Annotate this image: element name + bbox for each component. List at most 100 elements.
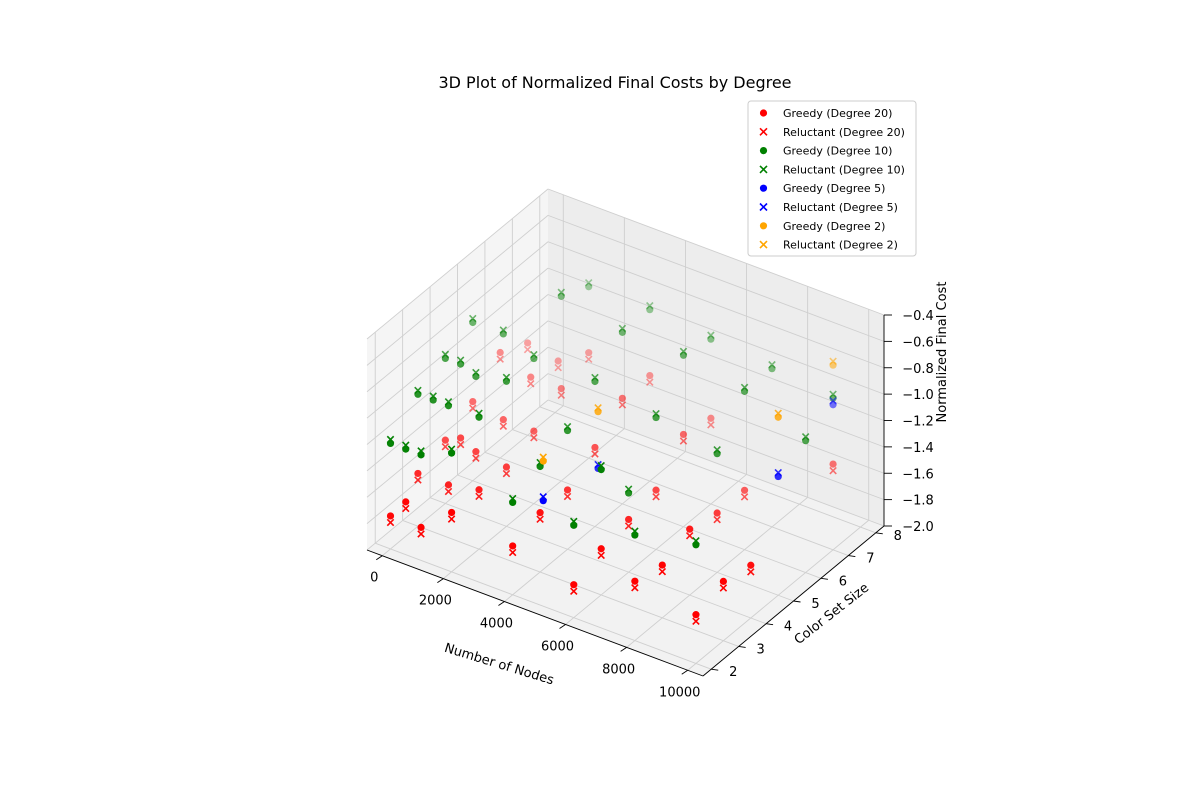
greedy-degree-20-point bbox=[740, 486, 749, 494]
greedy-degree-10-point bbox=[707, 335, 715, 343]
greedy-degree-10-point bbox=[557, 292, 565, 300]
greedy-degree-20-point bbox=[499, 416, 507, 424]
z-grid-back bbox=[547, 399, 885, 527]
y-tick bbox=[848, 555, 856, 557]
z-tick-label: −0.8 bbox=[902, 362, 934, 377]
greedy-degree-20-point bbox=[475, 486, 483, 494]
reluctant-degree-10-point bbox=[563, 422, 572, 431]
greedy-degree-20-point bbox=[527, 373, 535, 381]
legend-label-reluctant-degree-10: Reluctant (Degree 10) bbox=[783, 163, 905, 176]
greedy-degree-20-point bbox=[536, 509, 544, 517]
reluctant-degree-2-point bbox=[774, 409, 782, 418]
legend-marker-reluctant-degree-10 bbox=[759, 165, 768, 174]
reluctant-degree-2-point bbox=[539, 453, 547, 461]
reluctant-degree-10-point bbox=[713, 445, 721, 454]
greedy-degree-20-point bbox=[414, 469, 422, 478]
y-tick-label: 4 bbox=[784, 620, 792, 635]
reluctant-degree-20-point bbox=[441, 442, 450, 451]
legend-label-greedy-degree-2: Greedy (Degree 2) bbox=[783, 220, 885, 233]
data-points bbox=[386, 279, 837, 626]
x-tick bbox=[559, 624, 566, 629]
x-tick-label: 4000 bbox=[480, 617, 513, 632]
y-grid-floor bbox=[375, 542, 712, 670]
reluctant-degree-20-point bbox=[679, 437, 688, 445]
x-axis-line bbox=[366, 549, 704, 677]
chart-title: 3D Plot of Normalized Final Costs by Deg… bbox=[438, 73, 791, 92]
reluctant-degree-10-point bbox=[618, 324, 627, 333]
x-tick bbox=[498, 601, 505, 606]
y-tick bbox=[820, 577, 828, 580]
reluctant-degree-5-point bbox=[829, 397, 837, 405]
reluctant-degree-20-point bbox=[740, 493, 749, 501]
legend: Greedy (Degree 20) Reluctant (Degree 20) G… bbox=[747, 100, 917, 257]
tick-labels: 0 2000 4000 6000 8000 10000 2 3 4 5 6 7 8−2.0 −1.8 −1.… bbox=[370, 309, 934, 700]
reluctant-degree-10-point bbox=[692, 537, 700, 545]
x-tick-label: 10000 bbox=[659, 685, 700, 700]
reluctant-degree-10-point bbox=[768, 360, 776, 369]
greedy-degree-20-point bbox=[679, 430, 688, 439]
y-tick-label: 7 bbox=[866, 552, 874, 567]
reluctant-degree-10-point bbox=[570, 517, 578, 526]
reluctant-degree-20-point bbox=[747, 568, 755, 576]
reluctant-degree-20-point bbox=[456, 440, 465, 449]
greedy-degree-20-point bbox=[713, 509, 721, 517]
z-grid-back bbox=[547, 241, 885, 369]
y-grid-floor bbox=[457, 474, 794, 602]
x-tick-label: 8000 bbox=[602, 662, 635, 677]
y-tick bbox=[711, 668, 719, 671]
reluctant-degree-20-point bbox=[591, 450, 599, 458]
greedy-degree-20-point bbox=[386, 512, 395, 520]
reluctant-degree-20-point bbox=[386, 518, 395, 527]
z-grid-back bbox=[547, 346, 885, 474]
reluctant-degree-20-point bbox=[570, 587, 578, 596]
reluctant-degree-10-point bbox=[414, 386, 422, 395]
reluctant-degree-5-point bbox=[774, 468, 782, 477]
z-grid-left bbox=[366, 373, 549, 524]
z-tick-label: −1.4 bbox=[902, 441, 934, 456]
reluctant-degree-10-point bbox=[469, 314, 477, 323]
reluctant-degree-5-point bbox=[539, 492, 547, 501]
z-tick-label: −0.4 bbox=[902, 309, 934, 324]
z-tick-label: −2.0 bbox=[902, 520, 934, 535]
z-grid-left bbox=[366, 346, 549, 498]
reluctant-degree-10-point bbox=[386, 435, 395, 444]
legend-label-reluctant-degree-20: Reluctant (Degree 20) bbox=[783, 126, 905, 139]
greedy-degree-20-point bbox=[585, 349, 593, 357]
reluctant-degree-20-point bbox=[444, 487, 453, 496]
y-tick bbox=[793, 600, 801, 603]
reluctant-degree-20-point bbox=[414, 476, 422, 484]
reluctant-degree-20-point bbox=[402, 504, 410, 513]
x-tick-label: 6000 bbox=[541, 639, 574, 654]
greedy-degree-20-point bbox=[530, 427, 538, 435]
reluctant-degree-20-point bbox=[658, 567, 667, 576]
legend-marker-greedy-degree-2 bbox=[759, 222, 768, 230]
legend-label-greedy-degree-20: Greedy (Degree 20) bbox=[783, 107, 892, 120]
reluctant-degree-10-point bbox=[557, 288, 566, 297]
reluctant-degree-10-point bbox=[631, 527, 639, 535]
x-tick bbox=[376, 555, 383, 561]
reluctant-degree-20-point bbox=[557, 391, 566, 399]
greedy-degree-20-point bbox=[417, 523, 425, 531]
z-grid-back bbox=[547, 188, 885, 316]
legend-marker-reluctant-degree-20 bbox=[759, 127, 768, 136]
reluctant-degree-20-point bbox=[475, 492, 483, 501]
reluctant-degree-10-point bbox=[475, 409, 483, 418]
reluctant-degree-10-point bbox=[829, 390, 837, 398]
z-tick-label: −0.6 bbox=[902, 335, 934, 350]
reluctant-degree-10-point bbox=[499, 326, 508, 334]
greedy-degree-20-point bbox=[509, 542, 517, 550]
z-grid-back bbox=[547, 294, 885, 421]
y-tick bbox=[738, 646, 746, 648]
legend-marker-greedy-degree-20 bbox=[759, 109, 768, 117]
reluctant-degree-2-point bbox=[594, 403, 602, 412]
greedy-degree-20-point bbox=[597, 545, 605, 553]
reluctant-degree-10-point bbox=[646, 301, 654, 310]
z-tick-label: −1.8 bbox=[902, 494, 934, 509]
greedy-degree-20-point bbox=[524, 339, 532, 347]
greedy-degree-20-point bbox=[747, 561, 755, 569]
y-grid-floor bbox=[429, 497, 767, 625]
reluctant-degree-10-point bbox=[447, 445, 456, 453]
greedy-degree-20-point bbox=[441, 436, 449, 444]
greedy-degree-20-point bbox=[631, 577, 639, 585]
